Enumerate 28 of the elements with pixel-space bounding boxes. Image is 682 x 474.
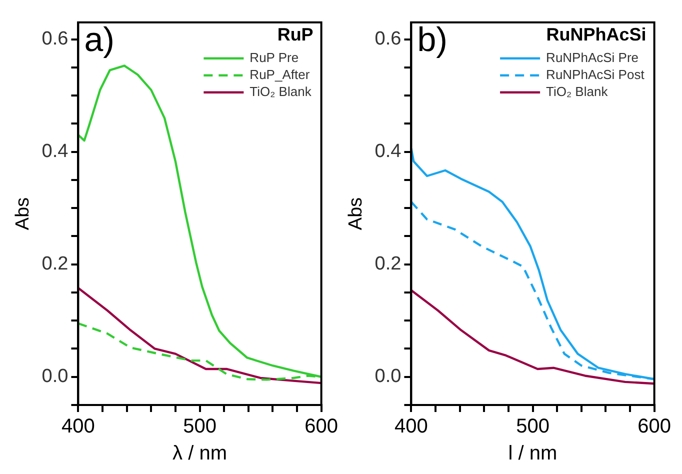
y-tick-label: 0.6 — [374, 28, 402, 50]
x-tick-label: 400 — [62, 416, 95, 438]
y-tick-label: 0.4 — [42, 141, 69, 162]
y-tick-label: 0.6 — [42, 28, 68, 50]
legend-label: RuNPhAcSi Pre — [546, 50, 639, 65]
legend-label: RuNPhAcSi Post — [546, 66, 645, 82]
x-tick-label: 400 — [394, 416, 428, 438]
x-tick-label: 600 — [304, 416, 338, 438]
x-axis-title: λ / nm — [172, 442, 227, 465]
y-axis-title: Abs — [346, 197, 367, 230]
x-axis-title: l / nm — [508, 442, 558, 465]
legend-label: RuP_After — [250, 66, 310, 82]
x-tick-label: 500 — [516, 416, 550, 438]
x-tick-label: 600 — [638, 416, 672, 438]
y-tick-label: 0.0 — [42, 366, 68, 388]
legend-label: TiO₂ Blank — [546, 84, 608, 99]
x-tick-label: 500 — [183, 416, 216, 438]
legend-label: TiO₂ Blank — [250, 84, 312, 99]
chart-title: RuNPhAcSi — [546, 24, 646, 44]
y-tick-label: 0.4 — [374, 141, 402, 162]
annotation: b) — [417, 20, 448, 59]
y-tick-label: 0.2 — [374, 254, 402, 275]
annotation: a) — [84, 20, 114, 59]
y-tick-label: 0.0 — [374, 366, 402, 388]
chart-title: RuP — [277, 24, 314, 44]
legend-label: RuP Pre — [250, 50, 299, 65]
y-tick-label: 0.2 — [42, 254, 68, 275]
y-axis-title: Abs — [12, 197, 34, 230]
